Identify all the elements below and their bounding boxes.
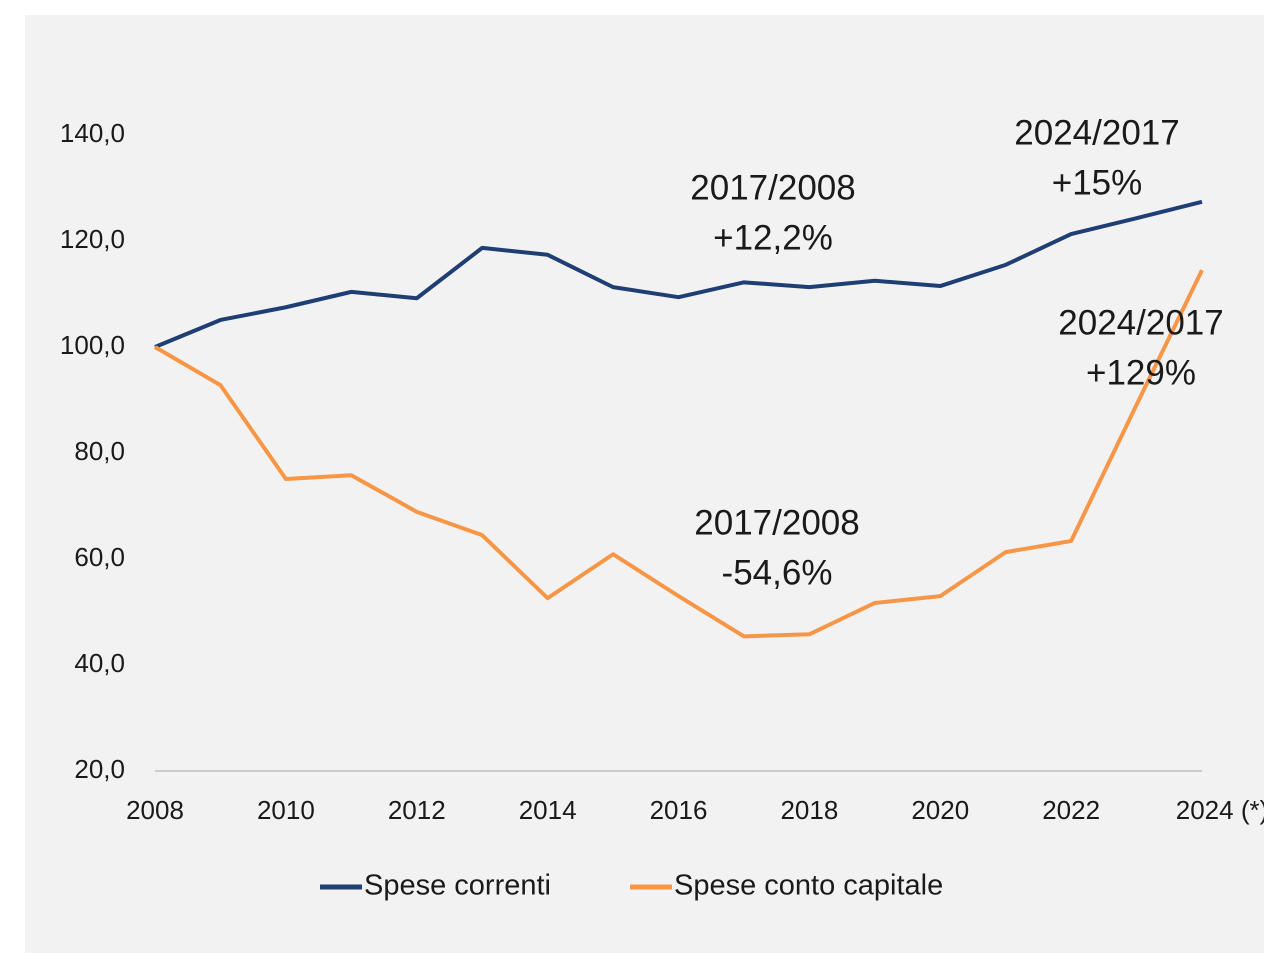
annotation: 2017/2008 (694, 503, 859, 542)
chart-panel (25, 15, 1264, 953)
legend-label: Spese correnti (364, 870, 551, 902)
y-tick-label: 80,0 (74, 436, 125, 466)
annotation: 2024/2017 (1014, 113, 1179, 152)
series-line (154, 199, 1203, 349)
y-tick-label: 140,0 (60, 118, 125, 148)
annotation: +12,2% (713, 218, 833, 257)
annotation: -54,6% (722, 553, 833, 592)
annotation: +15% (1052, 163, 1143, 202)
x-tick-label: 2010 (257, 795, 315, 825)
y-tick-label: 100,0 (60, 330, 125, 360)
y-tick-label: 20,0 (74, 754, 125, 784)
x-tick-label: 2008 (126, 795, 184, 825)
annotation: 2024/2017 (1058, 303, 1223, 342)
x-tick-label: 2018 (780, 795, 838, 825)
x-tick-label: 2012 (388, 795, 446, 825)
y-tick-label: 120,0 (60, 224, 125, 254)
annotation: 2017/2008 (690, 168, 855, 207)
x-tick-label: 2014 (519, 795, 577, 825)
series-line (153, 269, 1204, 639)
y-tick-label: 40,0 (74, 648, 125, 678)
annotation: +129% (1086, 353, 1196, 392)
x-tick-label: 2020 (911, 795, 969, 825)
x-tick-label: 2024 (*) (1176, 795, 1264, 825)
legend-label: Spese conto capitale (674, 870, 943, 902)
x-tick-label: 2022 (1042, 795, 1100, 825)
y-tick-label: 60,0 (74, 542, 125, 572)
x-tick-label: 2016 (650, 795, 708, 825)
